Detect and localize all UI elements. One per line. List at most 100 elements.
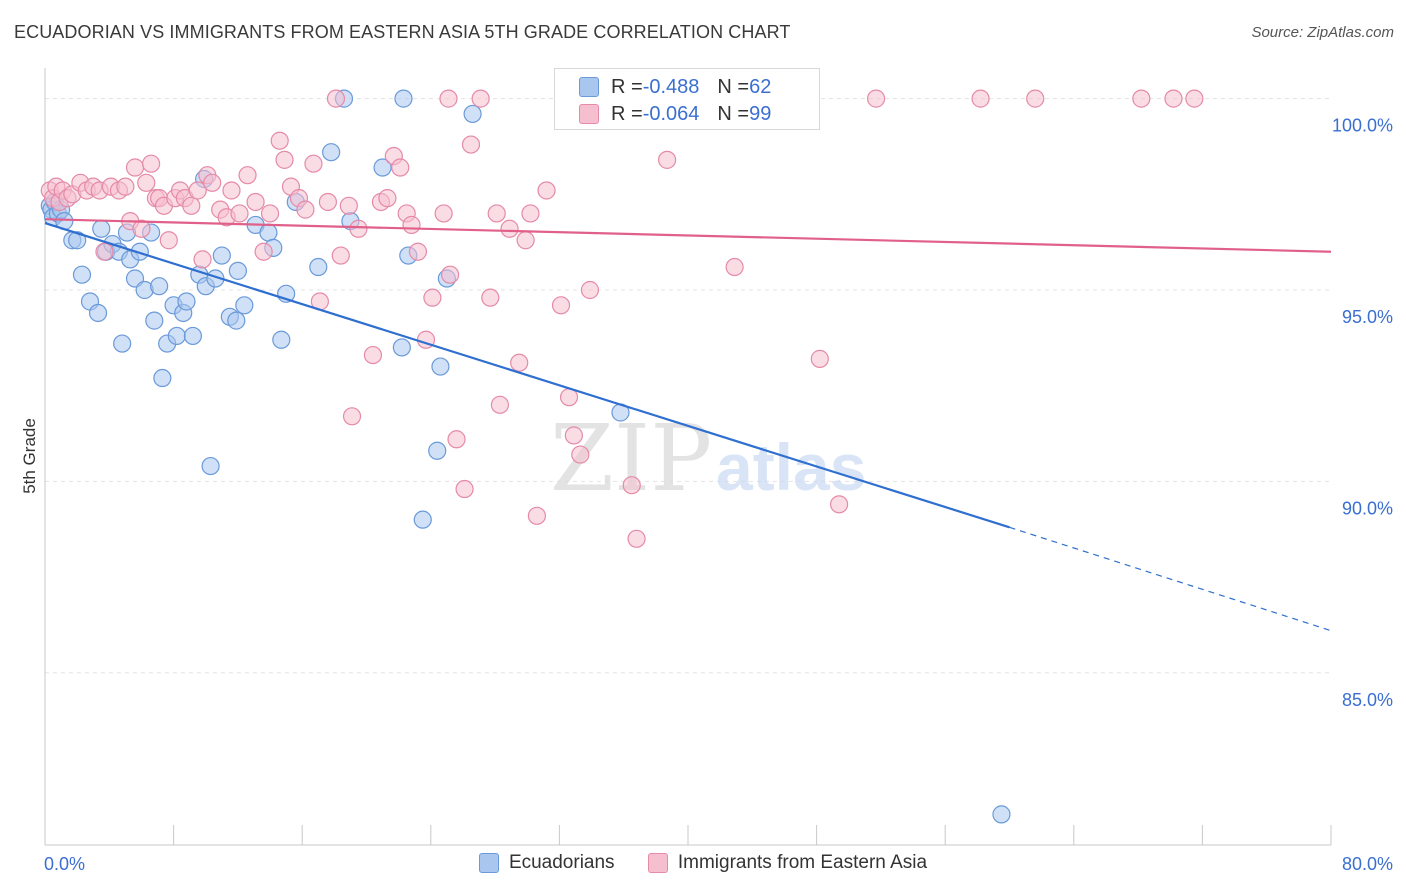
data-point-pink[interactable] [238, 166, 257, 185]
data-point-pink[interactable] [193, 250, 212, 269]
data-point-pink[interactable] [326, 89, 346, 108]
data-point-pink[interactable] [580, 280, 600, 300]
data-point-blue[interactable] [228, 261, 247, 280]
data-point-pink[interactable] [318, 192, 338, 212]
data-point-blue[interactable] [177, 292, 196, 311]
data-point-blue[interactable] [113, 334, 132, 353]
data-point-pink[interactable] [500, 219, 519, 238]
data-point-pink[interactable] [188, 181, 207, 200]
data-point-blue[interactable] [309, 257, 328, 277]
data-point-pink[interactable] [246, 192, 265, 212]
data-point-pink[interactable] [254, 242, 273, 261]
data-point-pink[interactable] [440, 265, 460, 284]
data-point-pink[interactable] [230, 204, 249, 223]
data-point-pink[interactable] [571, 445, 590, 464]
data-point-blue[interactable] [212, 246, 231, 265]
data-point-pink[interactable] [434, 204, 453, 223]
data-point-pink[interactable] [1132, 89, 1151, 108]
data-point-pink[interactable] [658, 150, 677, 169]
data-point-pink[interactable] [830, 495, 849, 514]
data-point-pink[interactable] [349, 219, 368, 238]
data-point-blue[interactable] [413, 510, 432, 529]
data-point-pink[interactable] [203, 173, 222, 192]
data-point-blue[interactable] [235, 296, 254, 315]
data-point-pink[interactable] [182, 196, 201, 215]
data-point-pink[interactable] [490, 395, 510, 414]
data-point-blue[interactable] [72, 265, 92, 284]
data-point-pink[interactable] [461, 135, 481, 154]
data-point-blue[interactable] [373, 158, 392, 177]
data-point-pink[interactable] [627, 529, 646, 548]
data-point-pink[interactable] [402, 215, 421, 235]
data-point-pink[interactable] [137, 173, 156, 192]
data-point-blue[interactable] [88, 303, 108, 323]
data-point-pink[interactable] [810, 349, 829, 368]
data-point-blue[interactable] [394, 89, 413, 108]
data-point-pink[interactable] [622, 476, 641, 495]
data-point-blue[interactable] [392, 338, 411, 357]
data-point-blue[interactable] [153, 368, 172, 388]
legend-item-immigrants[interactable]: Immigrants from Eastern Asia [647, 852, 927, 874]
data-point-pink[interactable] [971, 89, 990, 108]
data-point-pink[interactable] [275, 150, 294, 169]
legend-item-ecuadorians[interactable]: Ecuadorians [478, 852, 615, 874]
data-point-pink[interactable] [487, 204, 506, 223]
data-point-blue[interactable] [272, 330, 291, 349]
data-point-pink[interactable] [1185, 89, 1204, 108]
data-point-blue[interactable] [145, 311, 164, 330]
data-point-pink[interactable] [725, 257, 744, 277]
data-point-pink[interactable] [471, 89, 490, 108]
data-point-pink[interactable] [439, 89, 458, 108]
data-point-pink[interactable] [141, 154, 161, 173]
data-point-pink[interactable] [331, 246, 350, 265]
data-point-pink[interactable] [270, 131, 289, 150]
data-point-pink[interactable] [408, 242, 428, 261]
data-point-blue[interactable] [130, 242, 149, 261]
data-point-pink[interactable] [521, 204, 540, 223]
data-point-pink[interactable] [132, 219, 151, 238]
data-point-pink[interactable] [527, 506, 546, 525]
data-point-blue[interactable] [68, 231, 87, 250]
chart-legend: Ecuadorians Immigrants from Eastern Asia [0, 852, 1406, 879]
data-point-pink[interactable] [125, 158, 145, 177]
data-point-blue[interactable] [259, 223, 278, 242]
data-point-pink[interactable] [510, 353, 529, 372]
data-point-pink[interactable] [481, 288, 500, 307]
data-point-blue[interactable] [201, 456, 220, 476]
y-tick-label: 90.0% [1342, 498, 1393, 518]
data-point-blue[interactable] [463, 104, 482, 124]
data-point-pink[interactable] [537, 181, 556, 200]
data-point-pink[interactable] [222, 181, 241, 200]
data-point-pink[interactable] [260, 204, 280, 223]
data-point-pink[interactable] [516, 231, 535, 250]
data-point-blue[interactable] [431, 357, 450, 376]
data-point-pink[interactable] [296, 200, 315, 219]
data-point-pink[interactable] [866, 89, 886, 108]
data-point-pink[interactable] [423, 288, 442, 307]
data-point-pink[interactable] [95, 242, 114, 261]
data-point-blue[interactable] [92, 219, 111, 238]
data-point-pink[interactable] [1026, 89, 1045, 108]
data-point-pink[interactable] [447, 430, 466, 449]
r-label: R = [611, 75, 643, 98]
data-point-blue[interactable] [428, 441, 447, 460]
y-axis-label: 5th Grade [20, 418, 39, 494]
data-point-pink[interactable] [455, 479, 474, 499]
data-point-blue[interactable] [183, 326, 202, 346]
data-point-pink[interactable] [551, 296, 571, 315]
data-point-pink[interactable] [159, 231, 178, 250]
data-point-pink[interactable] [304, 154, 323, 173]
data-point-pink[interactable] [391, 158, 410, 177]
data-point-pink[interactable] [363, 345, 383, 365]
data-point-blue[interactable] [150, 277, 169, 296]
data-point-blue[interactable] [322, 143, 341, 162]
data-point-pink[interactable] [564, 426, 583, 445]
data-point-pink[interactable] [378, 189, 397, 208]
data-point-pink[interactable] [116, 177, 135, 196]
data-point-pink[interactable] [342, 407, 362, 426]
data-point-blue[interactable] [227, 311, 246, 330]
data-point-pink[interactable] [339, 196, 358, 215]
data-point-blue[interactable] [992, 805, 1011, 824]
data-point-pink[interactable] [1164, 89, 1183, 108]
data-point-blue[interactable] [167, 326, 186, 346]
